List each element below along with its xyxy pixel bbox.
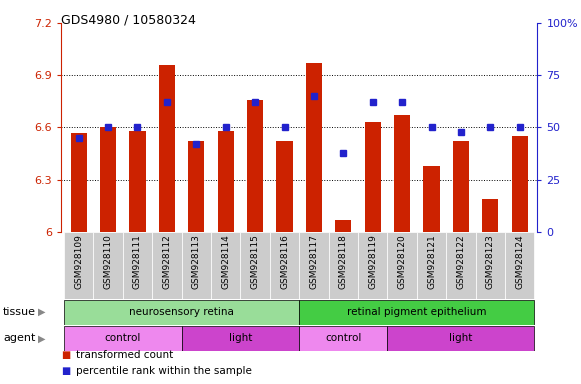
Bar (241, 232, 270, 299)
Bar (70, 133, 87, 232)
Bar (182, 326, 299, 351)
Text: ▶: ▶ (38, 307, 45, 317)
Text: GSM928114: GSM928114 (221, 234, 230, 289)
Text: percentile rank within the sample: percentile rank within the sample (76, 366, 252, 376)
Text: light: light (229, 333, 252, 343)
Text: light: light (449, 333, 473, 343)
Text: GSM928122: GSM928122 (457, 234, 465, 289)
Text: neurosensory retina: neurosensory retina (129, 307, 234, 317)
Bar (388, 232, 417, 299)
Bar (358, 232, 388, 299)
Bar (64, 300, 299, 325)
Bar (394, 115, 410, 232)
Bar (247, 99, 263, 232)
Bar (188, 141, 205, 232)
Bar (152, 232, 182, 299)
Text: GSM928111: GSM928111 (133, 234, 142, 289)
Text: GSM928116: GSM928116 (280, 234, 289, 289)
Bar (329, 232, 358, 299)
Bar (159, 65, 175, 232)
Text: GSM928112: GSM928112 (162, 234, 171, 289)
Bar (64, 232, 94, 299)
Bar (453, 141, 469, 232)
Bar (335, 220, 352, 232)
Bar (512, 136, 528, 232)
Text: GSM928113: GSM928113 (192, 234, 201, 289)
Text: GSM928109: GSM928109 (74, 234, 83, 289)
Text: ■: ■ (61, 350, 70, 360)
Bar (211, 232, 241, 299)
Text: GSM928117: GSM928117 (310, 234, 318, 289)
Bar (64, 326, 182, 351)
Bar (306, 63, 322, 232)
Bar (218, 131, 234, 232)
Bar (388, 326, 535, 351)
Text: GSM928120: GSM928120 (397, 234, 407, 289)
Text: GDS4980 / 10580324: GDS4980 / 10580324 (61, 13, 196, 26)
Text: control: control (325, 333, 361, 343)
Bar (476, 232, 505, 299)
Text: GSM928118: GSM928118 (339, 234, 348, 289)
Bar (277, 141, 293, 232)
Bar (424, 166, 440, 232)
Bar (130, 131, 146, 232)
Text: tissue: tissue (3, 307, 36, 317)
Bar (505, 232, 535, 299)
Text: retinal pigment epithelium: retinal pigment epithelium (347, 307, 487, 317)
Text: GSM928121: GSM928121 (427, 234, 436, 289)
Text: GSM928123: GSM928123 (486, 234, 495, 289)
Bar (365, 122, 381, 232)
Bar (270, 232, 299, 299)
Text: GSM928119: GSM928119 (368, 234, 377, 289)
Text: GSM928115: GSM928115 (250, 234, 260, 289)
Bar (299, 300, 535, 325)
Text: control: control (105, 333, 141, 343)
Bar (417, 232, 446, 299)
Text: agent: agent (3, 333, 35, 343)
Text: GSM928110: GSM928110 (103, 234, 113, 289)
Bar (299, 326, 388, 351)
Text: transformed count: transformed count (76, 350, 173, 360)
Text: GSM928124: GSM928124 (515, 234, 524, 289)
Bar (123, 232, 152, 299)
Text: ■: ■ (61, 366, 70, 376)
Bar (299, 232, 329, 299)
Text: ▶: ▶ (38, 333, 45, 343)
Bar (446, 232, 476, 299)
Bar (482, 199, 498, 232)
Bar (100, 127, 116, 232)
Bar (182, 232, 211, 299)
Bar (94, 232, 123, 299)
